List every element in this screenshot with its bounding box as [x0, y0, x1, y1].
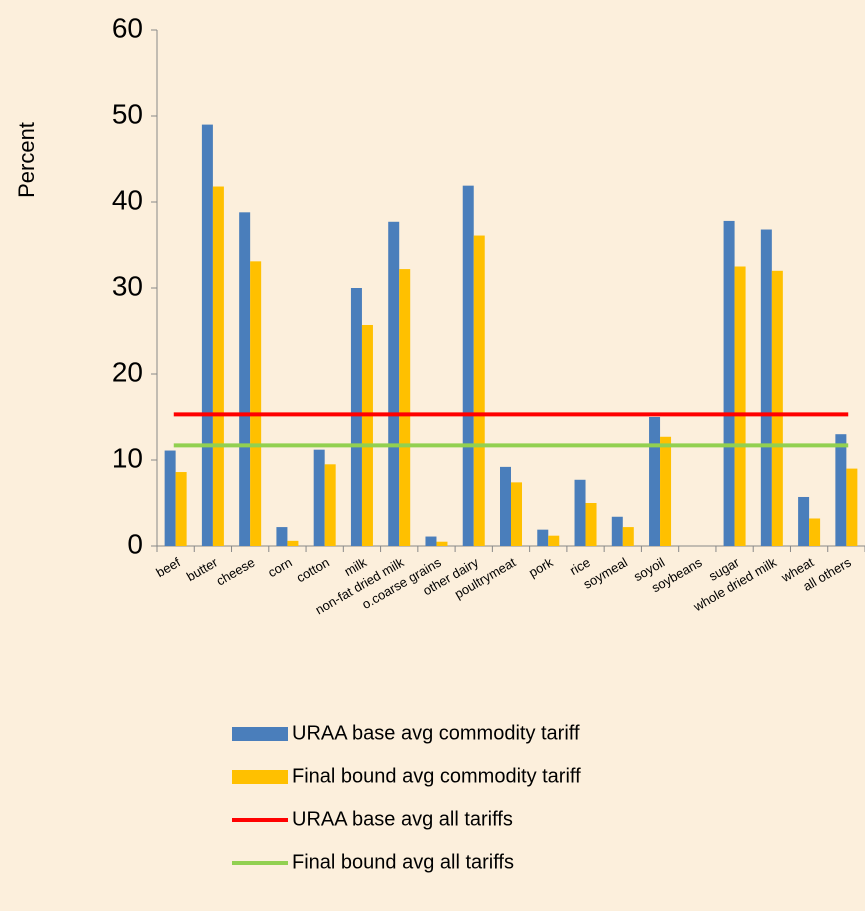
bar [324, 464, 336, 546]
bar [548, 535, 560, 546]
y-tick-label: 30 [112, 270, 143, 301]
bar [511, 482, 522, 546]
bar [760, 229, 772, 546]
bar [798, 496, 810, 546]
y-axis-label: Percent [14, 122, 39, 198]
y-tick-label: 50 [112, 98, 143, 129]
bar [313, 449, 325, 546]
bar [809, 518, 821, 546]
legend-swatch [232, 727, 288, 741]
bar [574, 479, 586, 546]
bar [388, 221, 400, 546]
y-tick-label: 60 [112, 12, 143, 43]
bar [425, 536, 437, 546]
y-tick-label: 0 [127, 528, 143, 559]
bar [835, 434, 847, 546]
legend-label: Final bound avg all tariffs [292, 851, 514, 873]
bar [649, 417, 661, 546]
bar [287, 540, 299, 546]
bar [462, 185, 474, 546]
legend-label: URAA base avg all tariffs [292, 808, 513, 830]
bar [399, 269, 411, 546]
bar [537, 529, 549, 546]
bar [622, 527, 634, 546]
bar [250, 261, 262, 546]
y-tick-label: 10 [112, 442, 143, 473]
bar [660, 436, 672, 546]
bar [239, 212, 251, 546]
legend-label: URAA base avg commodity tariff [292, 722, 580, 744]
bar [350, 288, 362, 546]
legend-label: Final bound avg commodity tariff [292, 765, 581, 787]
bar [212, 186, 224, 546]
bar [846, 468, 858, 546]
legend-swatch [232, 770, 288, 784]
bar [723, 220, 735, 547]
bar [611, 516, 623, 546]
bar [164, 450, 176, 546]
bar [734, 266, 746, 546]
bar [500, 466, 511, 546]
bar [361, 324, 373, 546]
bar [771, 270, 783, 546]
bar [276, 527, 288, 546]
bar [585, 503, 597, 546]
y-tick-label: 40 [112, 184, 143, 215]
bar [473, 235, 485, 547]
y-tick-label: 20 [112, 356, 143, 387]
bar [201, 124, 213, 546]
bar [436, 541, 448, 546]
bar [175, 472, 187, 546]
